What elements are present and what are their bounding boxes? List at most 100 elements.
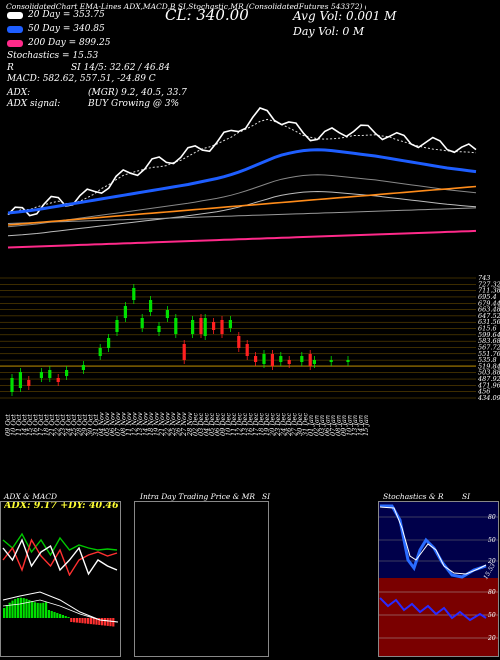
adx-signal-label: ADX signal: bbox=[7, 99, 61, 109]
price-axis-label: 615.6 bbox=[478, 325, 497, 333]
macd-histogram-bar bbox=[56, 613, 59, 618]
candle-body bbox=[228, 320, 232, 328]
date-axis-label: 03 Dec bbox=[197, 413, 205, 436]
candle-body bbox=[132, 288, 136, 300]
macd-histogram-bar bbox=[19, 597, 22, 618]
macd-histogram-bar bbox=[67, 617, 70, 618]
date-axis-label: 10 Jan bbox=[346, 415, 354, 436]
price-axis-label: 647.52 bbox=[478, 312, 500, 320]
macd-histogram-bar bbox=[33, 602, 36, 618]
date-axis-label: 21 Oct bbox=[48, 414, 56, 437]
date-axis-label: 06 Jan bbox=[323, 415, 331, 436]
intraday-panel bbox=[134, 501, 269, 657]
date-axis-label: 21 Nov bbox=[158, 412, 166, 437]
date-axis-label: 19 Dec bbox=[263, 413, 271, 436]
date-axis-label: 25 Oct bbox=[70, 414, 78, 437]
macd-histogram-bar bbox=[39, 603, 42, 618]
rsi-bg bbox=[379, 578, 498, 656]
price-axis-label: 711.38 bbox=[478, 287, 500, 295]
date-axis-label: 09 Dec bbox=[219, 413, 227, 436]
date-axis-label: 24 Oct bbox=[65, 414, 73, 437]
candle-body bbox=[220, 320, 224, 334]
price-axis-label: 679.44 bbox=[478, 299, 500, 307]
macd-histogram-bar bbox=[101, 618, 104, 626]
ema20-swatch bbox=[7, 12, 23, 19]
close-price-label: CL: 340.00 bbox=[165, 6, 249, 24]
date-axis-label: 30 Dec bbox=[296, 413, 304, 436]
date-axis-label: 24 Dec bbox=[279, 413, 287, 437]
ema200-swatch bbox=[7, 40, 23, 47]
candle-body bbox=[56, 378, 60, 382]
macd-histogram-bar bbox=[5, 605, 8, 618]
adx-macd-panel bbox=[0, 501, 121, 657]
macd-histogram-bar bbox=[17, 598, 20, 618]
date-axis-label: 23 Dec bbox=[274, 413, 282, 437]
date-axis-label: 05 Dec bbox=[208, 413, 216, 436]
date-axis-label: 17 Dec bbox=[252, 413, 260, 436]
price-axis-label: 456 bbox=[477, 388, 490, 396]
date-axis-label: 16 Oct bbox=[32, 414, 40, 436]
day-volume-label: Day Vol: 0 M bbox=[293, 25, 365, 38]
rsi-axis-20: 20 bbox=[488, 635, 496, 642]
ema200-legend: 200 Day = 899.25 bbox=[28, 38, 111, 48]
macd-histogram-bar bbox=[89, 618, 92, 625]
candle-body bbox=[174, 318, 178, 334]
rsi-axis-50: 50 bbox=[488, 612, 496, 619]
stoch-axis-20: 20 bbox=[488, 558, 496, 565]
candle-body bbox=[182, 344, 186, 360]
candle-body bbox=[10, 378, 14, 392]
date-axis-label: 15 Oct bbox=[26, 414, 34, 436]
date-axis-label: 11 Nov bbox=[125, 412, 133, 436]
adx-readout: ADX: 9.17 +DY: 40.46 -DY: 33.67 bbox=[4, 500, 122, 511]
ema50-legend: 50 Day = 340.85 bbox=[28, 24, 105, 34]
date-axis-label: 16 Dec bbox=[246, 413, 254, 436]
ema20-legend: 20 Day = 353.75 bbox=[28, 10, 105, 20]
date-axis-label: 10 Oct bbox=[10, 414, 18, 436]
candle-body bbox=[149, 300, 153, 312]
candle-body bbox=[98, 348, 102, 356]
price-axis-label: 583.68 bbox=[478, 337, 500, 345]
date-axis-label: 05 Nov bbox=[103, 412, 111, 436]
date-axis-label: 14 Nov bbox=[142, 412, 150, 436]
date-axis-label: 04 Nov bbox=[98, 412, 106, 436]
candle-body bbox=[203, 318, 207, 336]
date-axis-label: 28 Oct bbox=[76, 414, 84, 437]
ema50-swatch bbox=[7, 26, 23, 33]
candle-body bbox=[346, 360, 350, 362]
candle-body bbox=[18, 372, 22, 388]
macd-histogram-bar bbox=[92, 618, 95, 625]
date-axis-label: 18 Nov bbox=[147, 412, 155, 436]
date-axis-label: 22 Oct bbox=[54, 414, 62, 437]
candle-body bbox=[123, 306, 127, 318]
macd-histogram-bar bbox=[42, 602, 45, 618]
macd-histogram-bar bbox=[112, 618, 115, 627]
candle-body bbox=[48, 370, 52, 378]
price-axis-label: 695.4 bbox=[478, 293, 497, 301]
avg-volume-label: Avg Vol: 0.001 M bbox=[293, 9, 397, 23]
date-axis-label: 26 Nov bbox=[175, 412, 183, 437]
date-axis-label: 19 Nov bbox=[153, 412, 161, 436]
adx-line-1 bbox=[2, 538, 118, 577]
candle-body bbox=[262, 354, 266, 364]
intraday-si: SI bbox=[262, 492, 271, 501]
date-axis-label: 10 Dec bbox=[224, 413, 232, 436]
date-axis-label: 27 Dec bbox=[290, 413, 298, 437]
candle-body bbox=[27, 380, 31, 386]
price-axis-label: 434.09 bbox=[477, 394, 500, 402]
macd-histogram-bar bbox=[87, 618, 90, 624]
candle-body bbox=[245, 344, 249, 356]
macd-histogram-bar bbox=[64, 616, 67, 618]
chart-header: ConsolidatedChart EMA-Lines ADX,MACD,B S… bbox=[6, 2, 366, 11]
adx-line-0 bbox=[2, 532, 118, 557]
macd-histogram-bar bbox=[31, 601, 34, 618]
macd-histogram-bar bbox=[22, 598, 25, 618]
candle-body bbox=[107, 338, 111, 348]
candle-body bbox=[308, 354, 312, 366]
date-axis-label: 17 Oct bbox=[37, 414, 45, 436]
price-axis-label: 551.76 bbox=[478, 350, 500, 358]
candle-body bbox=[140, 318, 144, 328]
macd-histogram-bar bbox=[61, 615, 64, 618]
macd-histogram-bar bbox=[47, 610, 50, 618]
date-axis-label: 04 Dec bbox=[202, 413, 210, 436]
